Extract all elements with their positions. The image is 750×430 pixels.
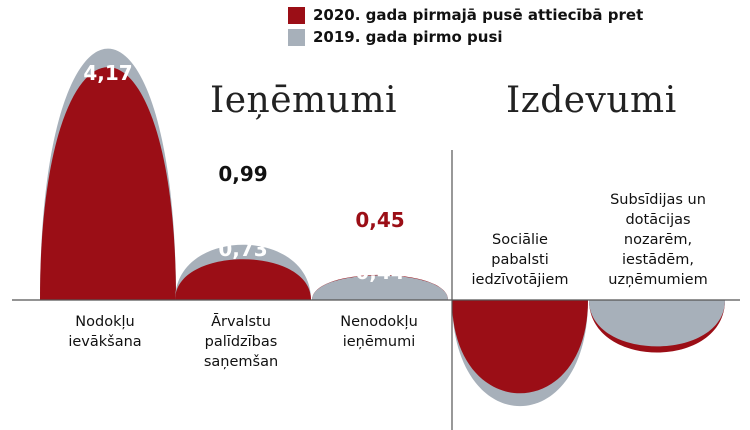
- value-label-social-2019: 1,67: [495, 421, 544, 430]
- legend-label-2019: 2019. gada pirmo pusi: [313, 28, 503, 46]
- value-label-non-tax-2019: 0,44: [355, 260, 404, 284]
- bar-2020-0: [40, 67, 176, 300]
- expense-title: Izdevumi: [506, 80, 677, 121]
- value-label-non-tax-2020: 0,45: [355, 208, 404, 232]
- legend: 2020. gada pirmajā pusē attiecībā pret 2…: [288, 4, 643, 48]
- legend-swatch-2019: [288, 28, 305, 46]
- value-label-subsidies-2020: 0,94: [632, 362, 681, 386]
- bar-2019-4: [589, 300, 725, 347]
- category-label-social: Sociālie pabalsti iedzīvotājiem: [471, 232, 569, 288]
- legend-item-2020: 2020. gada pirmajā pusē attiecībā pret: [288, 4, 643, 26]
- category-label-subsidies: Subsīdijas un dotācijas nozarēm, iestādē…: [608, 192, 708, 288]
- legend-item-2019: 2019. gada pirmo pusi: [288, 26, 643, 48]
- bar-2019-2: [312, 275, 448, 300]
- category-label-non-tax: Nenodokļu ieņēmumi: [340, 314, 418, 350]
- legend-label-2020: 2020. gada pirmajā pusē attiecībā pret: [313, 6, 644, 24]
- value-label-foreign-aid-2020: 0,73: [218, 237, 267, 261]
- value-label-foreign-aid-2019: 0,99: [218, 162, 267, 186]
- legend-swatch-2020: [288, 6, 305, 24]
- bar-2020-1: [175, 259, 311, 300]
- category-label-tax: Nodokļu ievākšana: [68, 314, 142, 350]
- bar-2020-3: [452, 300, 588, 394]
- income-title: Ieņēmumi: [210, 80, 397, 121]
- value-label-tax-2020: 4,17: [83, 61, 132, 85]
- category-label-foreign-aid: Ārvalstu palīdzības saņemšan: [203, 314, 279, 370]
